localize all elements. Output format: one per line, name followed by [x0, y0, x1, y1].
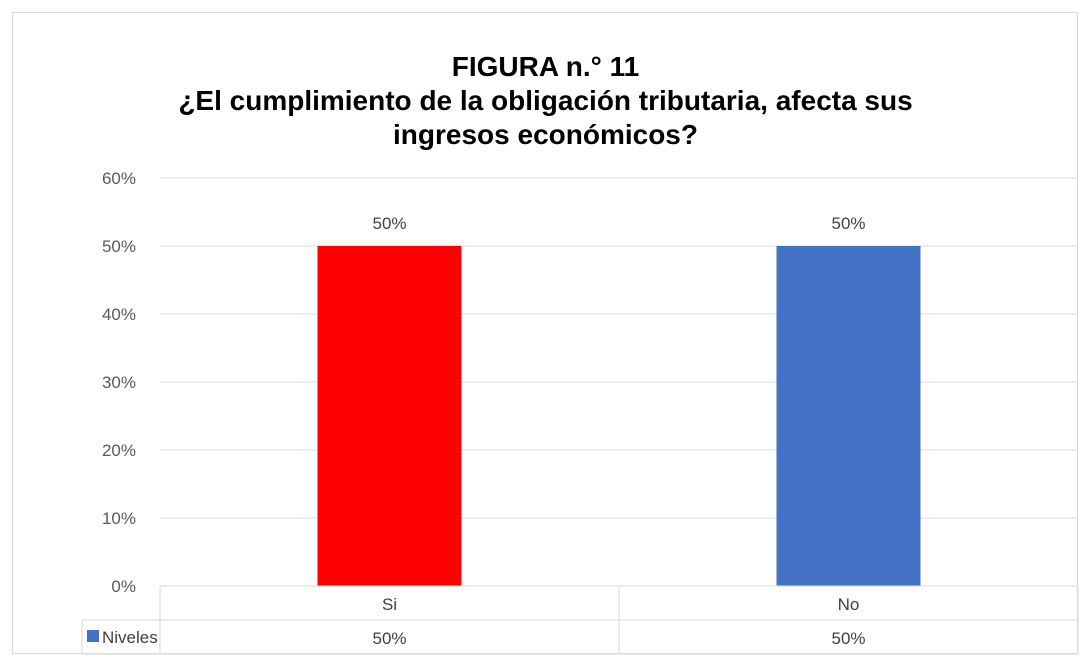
chart-title: FIGURA n.° 11 ¿El cumplimiento de la obl… [0, 50, 1091, 152]
chart-title-line-2: ¿El cumplimiento de la obligación tribut… [178, 85, 913, 116]
table-value-cell: 50% [831, 629, 865, 648]
table-value-cell: 50% [372, 629, 406, 648]
x-category-label: Si [382, 595, 397, 614]
chart-title-line-1: FIGURA n.° 11 [451, 51, 640, 82]
y-tick-label: 60% [102, 169, 136, 188]
legend-key-niveles [87, 630, 99, 642]
data-label: 50% [372, 214, 406, 233]
series-name-label: Niveles [102, 628, 158, 647]
y-tick-label: 20% [102, 441, 136, 460]
bar-si [317, 246, 462, 586]
bar-no [776, 246, 921, 586]
y-tick-label: 10% [102, 509, 136, 528]
y-tick-label: 40% [102, 305, 136, 324]
data-label: 50% [831, 214, 865, 233]
chart-title-line-3: ingresos económicos? [393, 119, 698, 150]
x-category-label: No [838, 595, 860, 614]
y-tick-label: 50% [102, 237, 136, 256]
y-tick-label: 0% [111, 577, 136, 596]
y-tick-label: 30% [102, 373, 136, 392]
